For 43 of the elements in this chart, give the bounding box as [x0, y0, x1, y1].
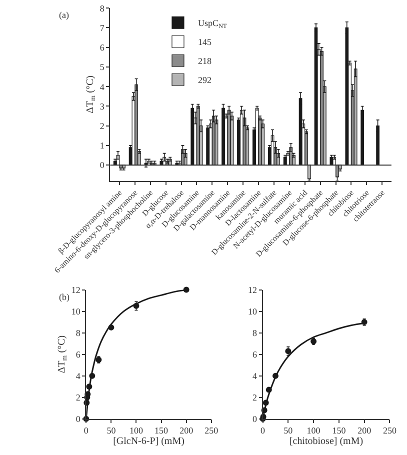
x-tick-label: 50 — [106, 426, 116, 436]
y-tick-label: 1 — [100, 140, 104, 151]
y-tick-label: 12 — [248, 284, 257, 295]
y-tick-label: 3 — [100, 101, 105, 112]
x-tick-label: 100 — [129, 426, 144, 436]
y-tick-label: 8 — [100, 3, 105, 14]
x-tick-label: 0 — [260, 426, 266, 436]
y-tick-label: 2 — [76, 392, 80, 402]
x-tick-label: 50 — [284, 426, 294, 436]
legend-label: UspC$_{NT}$ — [198, 18, 228, 30]
y-tick-label: 8 — [252, 328, 258, 338]
x-tick-label: 150 — [154, 426, 169, 436]
x-axis-title: [GlcN-6-P] (mM) — [113, 436, 184, 448]
y-tick-label: 7 — [100, 22, 105, 33]
y-tick-label: 2 — [100, 120, 104, 131]
y-tick-label: 5 — [100, 62, 105, 72]
y-tick-label: 12 — [71, 284, 80, 295]
legend-label: 292 — [198, 75, 212, 86]
y-tick-label: 4 — [76, 370, 81, 381]
text: (b) — [59, 292, 70, 302]
y-tick-label: 10 — [71, 306, 81, 316]
legend-label: 145 — [198, 37, 212, 48]
x-tick-label: 0 — [84, 426, 89, 436]
x-tick-label: 250 — [382, 426, 397, 436]
y-tick-label: 0 — [252, 414, 258, 424]
x-tick-label: 200 — [180, 426, 194, 436]
x-tick-label: 100 — [306, 426, 321, 436]
y-tick-label: 4 — [100, 82, 105, 92]
x-tick-label: 150 — [332, 426, 346, 436]
x-tick-label: 250 — [204, 426, 219, 436]
y-tick-label: 8 — [76, 328, 81, 338]
legend-label: 218 — [198, 56, 212, 66]
y-tick-label: 10 — [248, 306, 258, 316]
y-tick-label: 4 — [252, 370, 258, 381]
y-tick-label: 2 — [252, 392, 257, 402]
x-axis-title: [chitobiose] (mM) — [289, 436, 364, 448]
x-tick-label: 200 — [358, 426, 372, 436]
y-tick-label: 6 — [76, 349, 81, 360]
y-tick-label: 0 — [76, 414, 81, 424]
y-tick-label: 6 — [252, 349, 258, 360]
y-tick-label: 0 — [100, 160, 105, 170]
y-tick-label: 6 — [100, 42, 105, 53]
text: (a) — [59, 10, 69, 20]
